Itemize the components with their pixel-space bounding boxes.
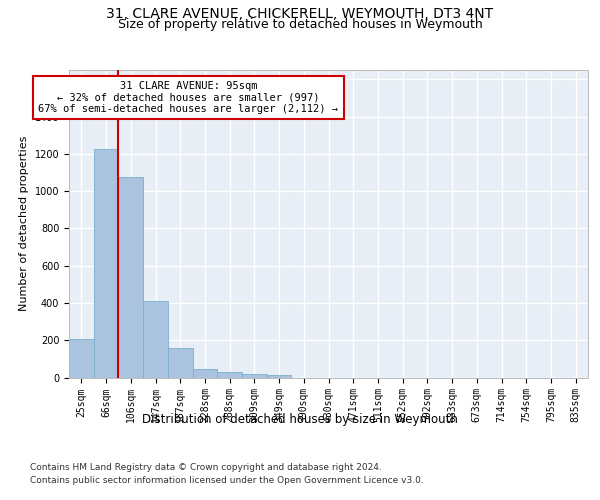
Bar [242,374,267,378]
Bar [168,348,193,378]
Y-axis label: Number of detached properties: Number of detached properties [19,136,29,312]
Text: Contains public sector information licensed under the Open Government Licence v3: Contains public sector information licen… [30,476,424,485]
Bar [217,372,242,378]
Text: 31, CLARE AVENUE, CHICKERELL, WEYMOUTH, DT3 4NT: 31, CLARE AVENUE, CHICKERELL, WEYMOUTH, … [106,8,494,22]
Text: 31 CLARE AVENUE: 95sqm
← 32% of detached houses are smaller (997)
67% of semi-de: 31 CLARE AVENUE: 95sqm ← 32% of detached… [38,81,338,114]
Bar [143,301,168,378]
Text: Distribution of detached houses by size in Weymouth: Distribution of detached houses by size … [142,412,458,426]
Text: Size of property relative to detached houses in Weymouth: Size of property relative to detached ho… [118,18,482,31]
Bar [267,375,292,378]
Bar [118,177,143,378]
Text: Contains HM Land Registry data © Crown copyright and database right 2024.: Contains HM Land Registry data © Crown c… [30,462,382,471]
Bar [69,340,94,378]
Bar [94,149,118,378]
Bar [193,369,217,378]
